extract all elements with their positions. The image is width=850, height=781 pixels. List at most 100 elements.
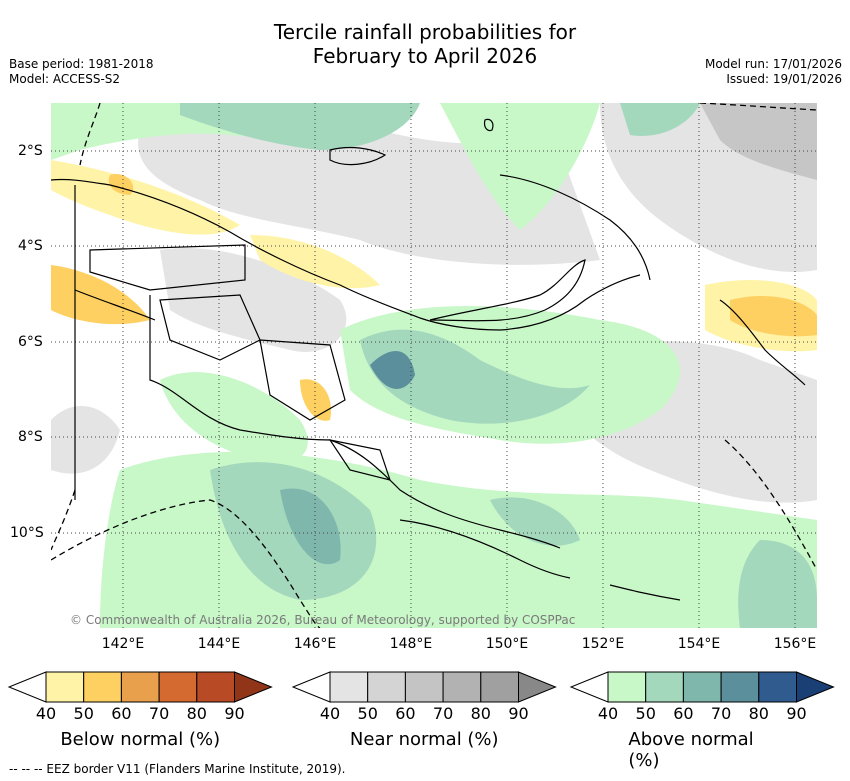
above-normal-colorbar-swatch — [682, 671, 722, 703]
near-normal-colorbar-tick: 70 — [432, 704, 454, 723]
near-normal-colorbar-swatch — [404, 671, 444, 703]
near-normal-colorbar-swatch — [367, 671, 406, 703]
near-normal-colorbar-swatch — [329, 671, 369, 703]
below-normal-colorbar-swatch — [83, 671, 122, 703]
near-normal-colorbar-tick: 90 — [508, 704, 529, 723]
bougainville-coast — [719, 299, 806, 386]
above-normal-area-inland — [160, 372, 308, 463]
above-normal-50-southcenter — [490, 497, 580, 546]
near-normal-colorbar-tick: 40 — [319, 704, 341, 723]
lat-tick-6s: 6°S — [18, 334, 43, 350]
near-normal-area-west — [51, 406, 120, 474]
above-normal-colorbar-swatch — [720, 671, 760, 703]
below-normal-colorbar-swatch — [45, 671, 85, 703]
near-normal-colorbar-tick: 60 — [395, 704, 416, 723]
above-normal-colorbar-tick: 60 — [673, 704, 694, 723]
probability-fields — [51, 103, 817, 628]
new-guinea-north-coast — [51, 178, 641, 331]
manus-island — [329, 146, 387, 166]
province-boundary-south — [328, 439, 391, 481]
province-boundary-highlands — [159, 294, 261, 361]
below-normal-colorbar-label: Below normal (%) — [60, 729, 221, 750]
near-normal-colorbar-lower-extend — [291, 671, 331, 703]
above-normal-50-northeast — [620, 103, 700, 136]
small-island-north — [483, 118, 494, 132]
new-guinea-south-coast — [149, 295, 561, 549]
lon-tick-144e: 144°E — [197, 636, 241, 652]
model-run-text: Model run: 17/01/2026 — [704, 57, 842, 71]
above-normal-60-south — [280, 488, 341, 565]
eez-border-northeast — [699, 103, 817, 111]
map-title-line-2: February to April 2026 — [312, 44, 538, 68]
lat-tick-10s: 10°S — [10, 525, 44, 541]
colorbars — [7, 671, 835, 703]
lat-tick-2s: 2°S — [18, 143, 43, 159]
above-normal-colorbar-tick: 50 — [635, 704, 656, 723]
below-normal-colorbar-lower-extend — [7, 671, 47, 703]
above-normal-area-north-center — [440, 103, 600, 230]
above-normal-colorbar-upper-extend — [796, 671, 835, 703]
issued-text: Issued: 19/01/2026 — [726, 72, 842, 86]
below-normal-colorbar-tick: 50 — [73, 704, 94, 723]
eez-borders — [51, 103, 817, 628]
above-normal-50-central — [360, 329, 590, 424]
above-normal-colorbar-label: Above normal (%) — [628, 729, 754, 771]
lat-tick-8s: 8°S — [18, 429, 43, 445]
above-normal-colorbar-tick: 40 — [597, 704, 619, 723]
near-normal-50-northeast — [700, 103, 817, 180]
lon-tick-146e: 146°E — [293, 636, 337, 652]
model-text: Model: ACCESS-S2 — [9, 72, 121, 86]
below-normal-colorbar-swatch — [158, 671, 198, 703]
below-normal-colorbar-tick: 70 — [148, 704, 170, 723]
near-normal-colorbar-label: Near normal (%) — [349, 729, 499, 750]
above-normal-50-north — [180, 103, 420, 150]
below-normal-area-central — [250, 235, 380, 289]
below-normal-50-east — [730, 295, 817, 337]
map-title-line-1: Tercile rainfall probabilities for — [273, 20, 577, 44]
near-normal-colorbar-upper-extend — [518, 671, 557, 703]
above-normal-colorbar-tick: 80 — [748, 704, 769, 723]
eez-border-west — [51, 489, 76, 551]
near-normal-colorbar-tick: 50 — [357, 704, 378, 723]
near-normal-area-central — [160, 248, 347, 352]
lon-tick-150e: 150°E — [485, 636, 529, 652]
lon-tick-152e: 152°E — [581, 636, 625, 652]
near-normal-colorbar-swatch — [480, 671, 519, 703]
lon-tick-156e: 156°E — [773, 636, 817, 652]
above-normal-50-southeast — [738, 540, 817, 628]
new-britain-coast — [429, 259, 586, 322]
below-normal-colorbar-swatch — [120, 671, 160, 703]
southeast-coast — [399, 519, 571, 579]
below-normal-colorbar-tick: 60 — [111, 704, 132, 723]
eez-border-south — [51, 499, 321, 628]
below-normal-colorbar-swatch — [196, 671, 236, 703]
above-normal-colorbar-tick: 70 — [710, 704, 732, 723]
west-border-segment — [74, 289, 156, 321]
near-normal-colorbar-tick: 80 — [470, 704, 491, 723]
near-normal-colorbar-swatch — [442, 671, 482, 703]
eez-border-northwest — [79, 103, 101, 166]
coastlines — [51, 118, 806, 601]
below-normal-colorbar-tick: 80 — [186, 704, 207, 723]
above-normal-colorbar-tick: 90 — [786, 704, 807, 723]
below-normal-area-north — [51, 160, 240, 235]
above-normal-colorbar-swatch — [607, 671, 647, 703]
base-period-text: Base period: 1981-2018 — [9, 57, 154, 71]
island-chain-southeast — [609, 584, 681, 601]
lon-tick-154e: 154°E — [677, 636, 721, 652]
province-boundary-west — [89, 244, 246, 291]
below-normal-colorbar-tick: 40 — [35, 704, 57, 723]
below-normal-colorbar-upper-extend — [234, 671, 273, 703]
above-normal-colorbar-lower-extend — [569, 671, 609, 703]
lon-tick-142e: 142°E — [101, 636, 145, 652]
new-ireland-coast — [499, 174, 651, 281]
copyright-text: © Commonwealth of Australia 2026, Bureau… — [70, 613, 576, 627]
lat-tick-4s: 4°S — [18, 238, 43, 254]
eez-border-east — [724, 439, 817, 571]
below-normal-colorbar-tick: 90 — [224, 704, 245, 723]
above-normal-colorbar-swatch — [645, 671, 684, 703]
above-normal-70-central — [370, 351, 415, 389]
lon-tick-148e: 148°E — [389, 636, 433, 652]
province-boundary-central — [259, 339, 346, 421]
